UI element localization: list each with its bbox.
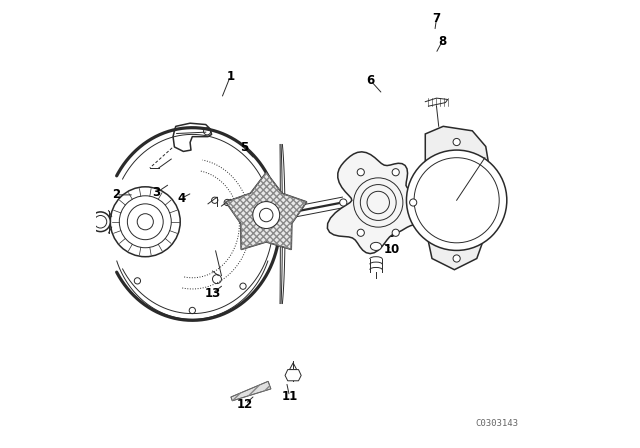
Circle shape (91, 212, 110, 232)
Circle shape (453, 255, 460, 262)
Circle shape (212, 275, 221, 284)
Text: 10: 10 (383, 242, 400, 256)
Text: 5: 5 (240, 141, 248, 155)
Polygon shape (425, 126, 490, 270)
Circle shape (406, 150, 507, 250)
Text: 12: 12 (237, 397, 253, 411)
Polygon shape (231, 381, 271, 401)
Circle shape (94, 215, 107, 228)
Circle shape (119, 196, 172, 248)
Circle shape (410, 199, 417, 206)
Text: 1: 1 (227, 69, 234, 83)
Circle shape (189, 307, 195, 314)
Text: 11: 11 (282, 390, 298, 403)
Circle shape (253, 202, 280, 228)
Text: 4: 4 (177, 192, 185, 205)
Circle shape (127, 204, 163, 240)
Text: 3: 3 (152, 186, 161, 199)
Polygon shape (226, 172, 307, 250)
Polygon shape (285, 370, 301, 381)
Circle shape (340, 199, 347, 206)
Circle shape (137, 214, 154, 230)
Circle shape (357, 229, 364, 237)
Text: C0303143: C0303143 (476, 419, 518, 428)
Circle shape (134, 278, 141, 284)
Text: 7: 7 (433, 12, 440, 26)
Circle shape (260, 208, 273, 222)
Text: 2: 2 (112, 188, 120, 202)
Text: 13: 13 (204, 287, 221, 300)
Polygon shape (328, 152, 441, 254)
Circle shape (357, 168, 364, 176)
Circle shape (392, 168, 399, 176)
Circle shape (110, 187, 180, 257)
Text: 9: 9 (388, 227, 396, 241)
Ellipse shape (371, 242, 381, 250)
Text: 6: 6 (367, 74, 375, 87)
Circle shape (453, 138, 460, 146)
Circle shape (240, 283, 246, 289)
Text: 8: 8 (438, 34, 447, 48)
Circle shape (392, 229, 399, 237)
